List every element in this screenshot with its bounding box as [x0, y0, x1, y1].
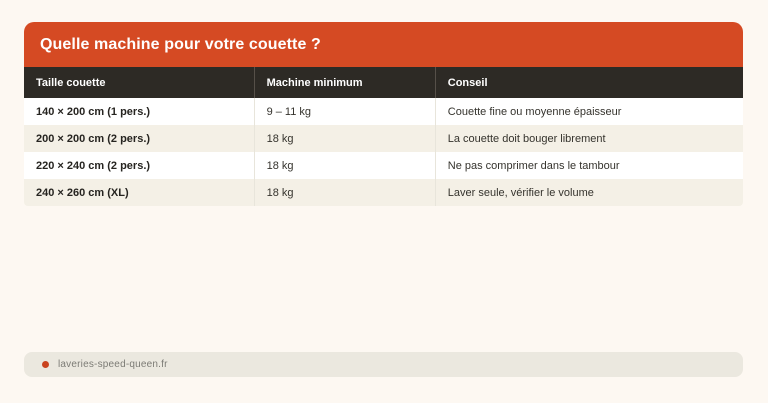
- cell-conseil: Ne pas comprimer dans le tambour: [434, 152, 743, 179]
- cell-conseil: Laver seule, vérifier le volume: [434, 179, 743, 206]
- duvet-size-table: Taille couette Machine minimum Conseil 1…: [24, 67, 743, 206]
- column-header-conseil: Conseil: [434, 67, 743, 98]
- cell-machine-minimum: 18 kg: [253, 152, 436, 179]
- source-domain: laveries-speed-queen.fr: [58, 359, 168, 370]
- source-footer: laveries-speed-queen.fr: [24, 352, 743, 377]
- cell-conseil: Couette fine ou moyenne épaisseur: [434, 98, 743, 125]
- card-header: Quelle machine pour votre couette ?: [24, 22, 743, 67]
- column-header-machine-minimum: Machine minimum: [253, 67, 436, 98]
- cell-taille-couette: 240 × 260 cm (XL): [24, 179, 255, 206]
- duvet-machine-card: Quelle machine pour votre couette ? Tail…: [24, 22, 743, 206]
- cell-taille-couette: 200 × 200 cm (2 pers.): [24, 125, 255, 152]
- card-title: Quelle machine pour votre couette ?: [40, 35, 321, 53]
- column-header-taille-couette: Taille couette: [24, 67, 255, 98]
- cell-machine-minimum: 18 kg: [253, 125, 436, 152]
- cell-conseil: La couette doit bouger librement: [434, 125, 743, 152]
- cell-machine-minimum: 18 kg: [253, 179, 436, 206]
- table-row: 200 × 200 cm (2 pers.) 18 kg La couette …: [24, 125, 743, 152]
- table-row: 140 × 200 cm (1 pers.) 9 – 11 kg Couette…: [24, 98, 743, 125]
- cell-taille-couette: 140 × 200 cm (1 pers.): [24, 98, 255, 125]
- cell-taille-couette: 220 × 240 cm (2 pers.): [24, 152, 255, 179]
- table-header-row: Taille couette Machine minimum Conseil: [24, 67, 743, 98]
- table-row: 220 × 240 cm (2 pers.) 18 kg Ne pas comp…: [24, 152, 743, 179]
- cell-machine-minimum: 9 – 11 kg: [253, 98, 436, 125]
- dot-icon: [42, 361, 49, 368]
- table-row: 240 × 260 cm (XL) 18 kg Laver seule, vér…: [24, 179, 743, 206]
